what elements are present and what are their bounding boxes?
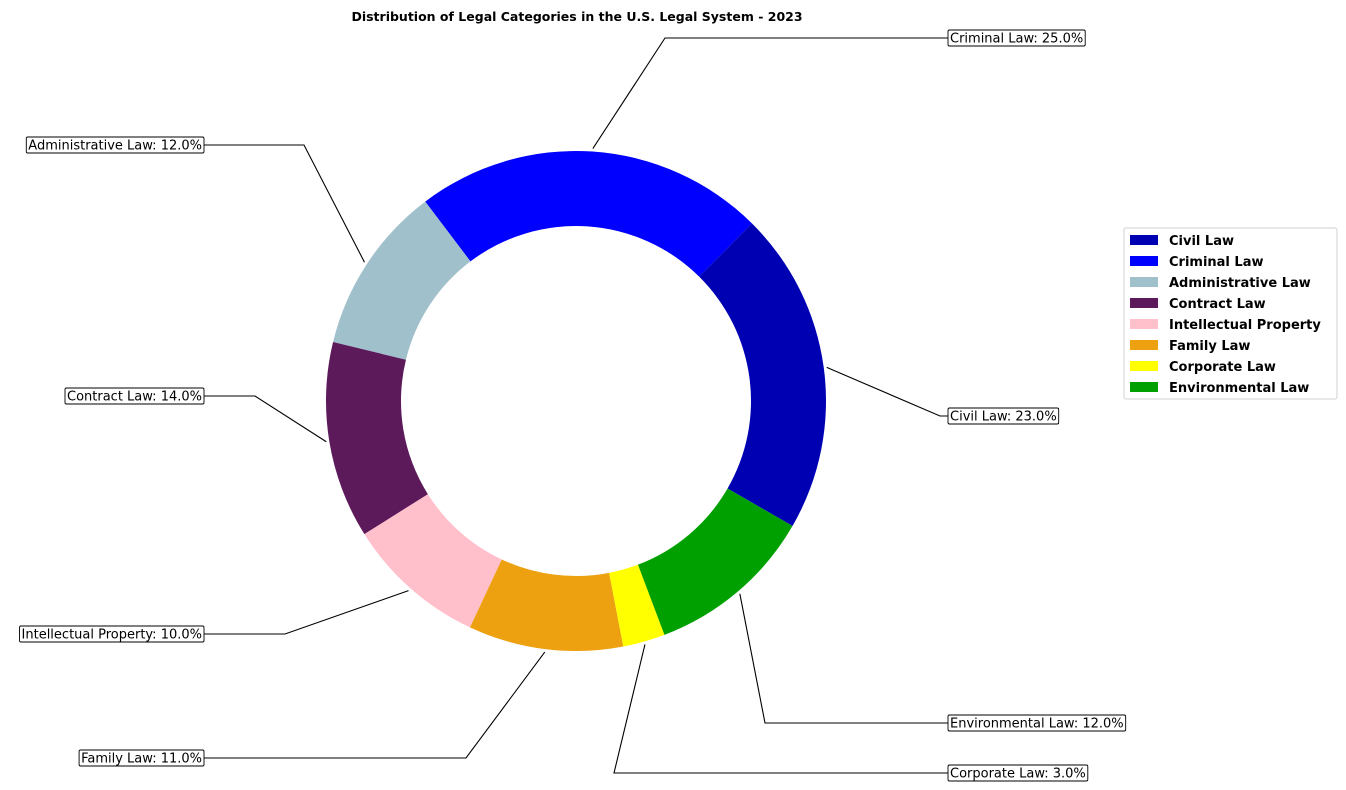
slice-criminal-law <box>425 150 752 277</box>
legend: Civil Law Criminal Law Administrative Law C… <box>1123 227 1338 400</box>
legend-label-contract-law: Contract Law <box>1169 297 1266 312</box>
slice-administrative-law <box>333 201 471 360</box>
legend-swatch-family-law <box>1130 340 1158 350</box>
slice-label-box <box>947 407 1060 425</box>
legend-label-intellectual-property: Intellectual Property <box>1169 318 1321 333</box>
slice-label-text: Administrative Law: 12.0% <box>28 139 202 154</box>
slice-label-civil-law: Civil Law: 23.0% <box>947 407 1060 425</box>
slice-label-box <box>78 749 205 767</box>
slice-label-contract-law: Contract Law: 14.0% <box>64 387 205 405</box>
legend-swatch-corporate-law <box>1130 361 1158 371</box>
slice-environmental-law <box>637 488 793 635</box>
slice-label-box <box>19 625 205 643</box>
slice-label-intellectual-property: Intellectual Property: 10.0% <box>19 625 205 643</box>
legend-label-administrative-law: Administrative Law <box>1169 276 1311 291</box>
slice-label-box <box>25 136 205 154</box>
slice-label-environmental-law: Environmental Law: 12.0% <box>947 714 1127 732</box>
slice-label-text: Family Law: 11.0% <box>81 752 202 767</box>
slice-civil-law <box>699 223 827 526</box>
slice-family-law <box>469 559 624 652</box>
legend-label-family-law: Family Law <box>1169 339 1250 354</box>
slice-label-corporate-law: Corporate Law: 3.0% <box>947 764 1089 782</box>
chart-title: Distribution of Legal Categories in the … <box>351 9 802 24</box>
slice-label-text: Civil Law: 23.0% <box>950 410 1057 425</box>
slice-label-box <box>947 764 1089 782</box>
legend-swatch-intellectual-property <box>1130 319 1158 329</box>
legend-label-corporate-law: Corporate Law <box>1169 360 1276 375</box>
legend-swatch-administrative-law <box>1130 277 1158 287</box>
slices-group <box>326 150 827 652</box>
callout-line-civil-law <box>826 366 950 417</box>
slice-label-administrative-law: Administrative Law: 12.0% <box>25 136 205 154</box>
slice-label-box <box>64 387 205 405</box>
legend-label-criminal-law: Criminal Law <box>1169 255 1264 270</box>
callout-line-administrative-law <box>202 144 365 263</box>
callout-line-corporate-law <box>613 644 950 774</box>
slice-intellectual-property <box>364 494 502 628</box>
callout-line-family-law <box>202 651 546 759</box>
slice-label-text: Intellectual Property: 10.0% <box>22 628 202 643</box>
legend-swatch-criminal-law <box>1130 256 1158 266</box>
slice-contract-law <box>326 342 428 535</box>
slice-label-criminal-law: Criminal Law: 25.0% <box>947 29 1086 47</box>
callouts-group: Civil Law: 23.0% Criminal Law: 25.0% Admin… <box>19 29 1127 782</box>
callout-line-intellectual-property <box>202 590 409 635</box>
legend-swatch-contract-law <box>1130 298 1158 308</box>
slice-label-text: Contract Law: 14.0% <box>67 390 202 405</box>
callout-line-environmental-law <box>739 593 950 724</box>
slice-label-text: Criminal Law: 25.0% <box>950 32 1083 47</box>
slice-corporate-law <box>609 564 665 647</box>
slice-label-family-law: Family Law: 11.0% <box>78 749 205 767</box>
legend-label-environmental-law: Environmental Law <box>1169 381 1309 396</box>
callout-line-criminal-law <box>592 37 950 149</box>
slice-label-box <box>947 29 1086 47</box>
callout-line-contract-law <box>202 395 327 443</box>
legend-label-civil-law: Civil Law <box>1169 234 1234 249</box>
legend-frame <box>1123 227 1338 400</box>
slice-label-text: Corporate Law: 3.0% <box>950 767 1086 782</box>
legend-swatch-civil-law <box>1130 235 1158 245</box>
legend-swatch-environmental-law <box>1130 382 1158 392</box>
slice-label-text: Environmental Law: 12.0% <box>950 717 1124 732</box>
slice-label-box <box>947 714 1127 732</box>
